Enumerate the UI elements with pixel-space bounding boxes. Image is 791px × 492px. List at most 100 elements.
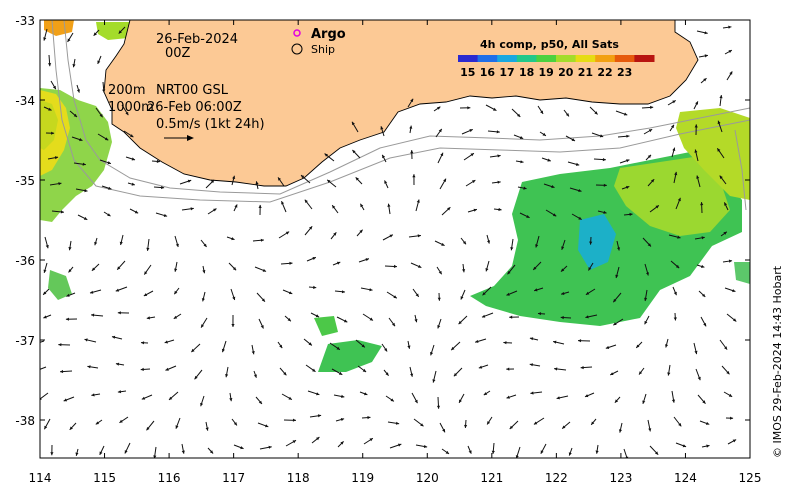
current-vector-head bbox=[673, 317, 677, 321]
current-vector-head bbox=[312, 257, 316, 260]
current-vector-head bbox=[565, 113, 569, 117]
current-vector-head bbox=[610, 372, 614, 375]
x-tick-label: 114 bbox=[29, 471, 52, 485]
current-vector-head bbox=[87, 365, 91, 369]
current-vector-head bbox=[43, 269, 47, 273]
current-vector-head bbox=[73, 113, 77, 117]
current-vector-head bbox=[615, 274, 619, 278]
current-vector-head bbox=[526, 215, 530, 218]
current-vector-head bbox=[417, 234, 421, 238]
current-vector-head bbox=[43, 291, 47, 295]
current-vector-head bbox=[104, 137, 109, 141]
current-vector-head bbox=[578, 339, 582, 343]
current-vector-head bbox=[112, 335, 116, 339]
current-vector-head bbox=[671, 399, 676, 403]
current-vector-head bbox=[485, 268, 489, 272]
current-vector-head bbox=[205, 427, 209, 431]
current-vector-head bbox=[213, 208, 217, 212]
model-label-line2: 26-Feb 06:00Z bbox=[147, 100, 242, 115]
current-vector-head bbox=[410, 373, 414, 377]
current-vector-head bbox=[420, 423, 424, 427]
current-vector-head bbox=[382, 154, 386, 159]
current-vector-head bbox=[232, 175, 236, 179]
current-vector-head bbox=[359, 229, 363, 233]
current-vectors bbox=[40, 25, 737, 458]
current-vector-head bbox=[673, 291, 677, 296]
current-vector-head bbox=[520, 160, 524, 164]
current-vector-head bbox=[534, 288, 538, 292]
current-vector-head bbox=[124, 450, 128, 454]
contour-east bbox=[734, 129, 747, 211]
current-vector-head bbox=[515, 455, 519, 458]
current-vector-head bbox=[309, 226, 313, 230]
current-vector-head bbox=[493, 107, 497, 111]
current-vector-head bbox=[552, 213, 557, 217]
current-vector-head bbox=[437, 325, 441, 329]
current-vector-head bbox=[410, 150, 414, 154]
current-vector-head bbox=[174, 268, 178, 272]
current-vector-head bbox=[458, 320, 462, 325]
sst-patch-south2 bbox=[318, 340, 382, 372]
current-vector-head bbox=[261, 298, 265, 302]
current-vector-head bbox=[232, 267, 237, 271]
current-vector-head bbox=[327, 179, 331, 183]
current-vector-head bbox=[723, 231, 727, 235]
current-vector-head bbox=[99, 451, 103, 455]
current-vector-head bbox=[678, 423, 682, 427]
current-vector-head bbox=[623, 112, 628, 116]
current-vector-head bbox=[181, 450, 185, 454]
current-vector-head bbox=[672, 100, 676, 104]
current-vector-head bbox=[99, 113, 103, 118]
current-vector-head bbox=[496, 130, 500, 134]
current-vector-head bbox=[571, 138, 575, 141]
current-vector-head bbox=[369, 288, 373, 292]
current-vector-head bbox=[469, 129, 473, 133]
current-vector-head bbox=[530, 391, 534, 395]
sst-patch-central-cool bbox=[578, 214, 616, 270]
colorbar-tick-label: 23 bbox=[617, 66, 632, 79]
y-axis: -33 -34 -35 -36 -37 -38 bbox=[15, 14, 750, 428]
y-tick-label: -37 bbox=[15, 334, 35, 348]
current-vector-head bbox=[487, 240, 491, 244]
current-vector-head bbox=[717, 148, 721, 152]
current-vector-head bbox=[717, 120, 721, 125]
y-tick-label: -33 bbox=[15, 14, 35, 28]
current-vector-head bbox=[75, 452, 79, 456]
current-vector-head bbox=[317, 414, 322, 418]
current-vector-head bbox=[517, 113, 521, 117]
current-vector-head bbox=[491, 450, 495, 454]
sst-patches bbox=[40, 20, 750, 372]
colorbar-tick-label: 17 bbox=[499, 66, 514, 79]
current-vector bbox=[623, 448, 628, 458]
current-vector-head bbox=[125, 111, 129, 116]
current-vector-head bbox=[288, 291, 293, 295]
current-vector-head bbox=[333, 232, 337, 236]
current-vector-head bbox=[253, 374, 257, 378]
current-vector-head bbox=[362, 368, 367, 372]
current-vector-head bbox=[398, 443, 402, 447]
colorbar-swatch bbox=[477, 55, 498, 62]
date-label-line2: 00Z bbox=[165, 46, 191, 61]
current-vector-head bbox=[497, 154, 501, 158]
current-vector-head bbox=[728, 393, 733, 397]
current-vector-head bbox=[48, 107, 52, 111]
current-vector-head bbox=[460, 296, 464, 300]
current-vector-head bbox=[626, 134, 630, 138]
current-vector-head bbox=[255, 181, 259, 185]
current-vector-head bbox=[287, 318, 291, 322]
current-vector-head bbox=[165, 367, 169, 371]
current-vector-head bbox=[332, 205, 336, 209]
current-vector-head bbox=[462, 241, 466, 245]
x-tick-label: 123 bbox=[609, 471, 632, 485]
current-vector-head bbox=[292, 418, 296, 422]
x-tick-label: 117 bbox=[222, 471, 245, 485]
current-vector-head bbox=[561, 268, 565, 272]
current-vector-head bbox=[703, 323, 707, 327]
current-vector-head bbox=[728, 25, 732, 29]
depth-label-line2: 1000m bbox=[108, 100, 154, 115]
current-vector-head bbox=[694, 350, 698, 355]
current-vector-head bbox=[602, 158, 606, 162]
current-vector-head bbox=[519, 136, 524, 139]
current-vector-head bbox=[209, 450, 214, 454]
